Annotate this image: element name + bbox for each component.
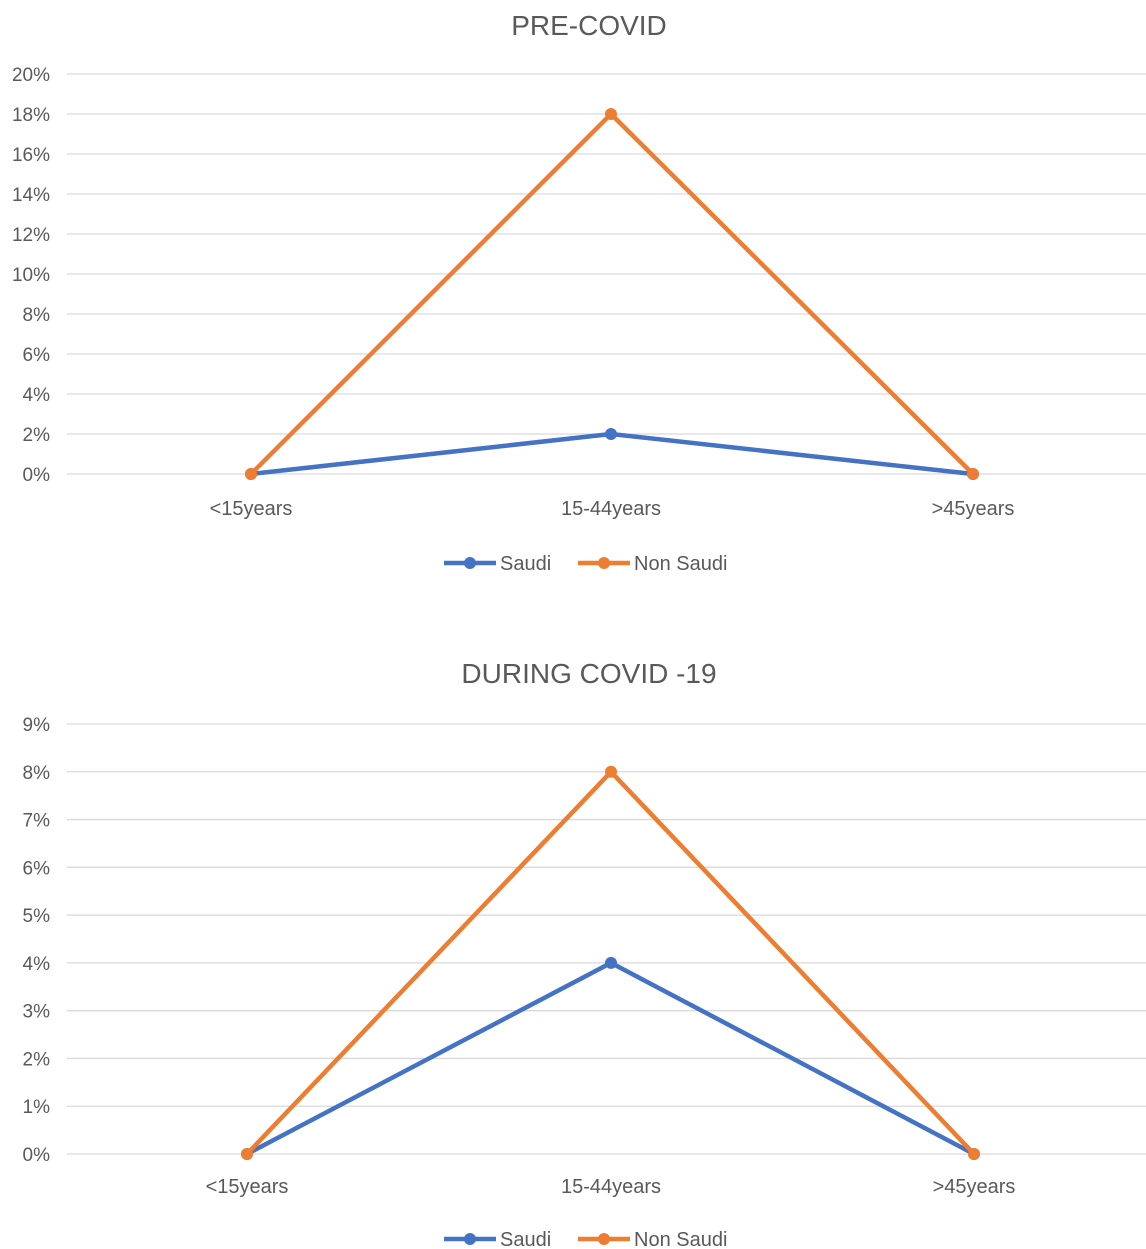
legend: Saudi Non Saudi (444, 553, 727, 575)
y-tick-label: 4% (23, 954, 51, 975)
x-tick-label: <15years (206, 1176, 289, 1198)
chart-during-covid: DURING COVID -19 0% 1% 2% 3% 4% 5% 6% 7% 8% 9% <1… (23, 658, 1146, 1249)
y-tick-label: 4% (23, 385, 51, 406)
y-tick-label: 16% (12, 145, 50, 166)
y-tick-label: 2% (23, 1049, 51, 1070)
series-lines (241, 765, 980, 1160)
chart-title: DURING COVID -19 (461, 658, 716, 689)
y-tick-label: 0% (23, 1145, 51, 1166)
legend-marker-non-saudi (598, 557, 610, 569)
data-point-non-saudi (241, 1148, 253, 1160)
x-tick-label: >45years (932, 498, 1015, 520)
legend-label-saudi: Saudi (500, 1229, 551, 1249)
y-tick-label: 14% (12, 185, 50, 206)
y-tick-label: 6% (23, 345, 51, 366)
gridlines (67, 73, 1146, 475)
legend: Saudi Non Saudi (444, 1229, 727, 1249)
x-tick-label: 15-44years (561, 1176, 661, 1198)
y-tick-label: 7% (23, 811, 51, 832)
legend-marker-non-saudi (598, 1233, 610, 1245)
gridlines (67, 723, 1146, 1155)
data-point-non-saudi (245, 468, 257, 480)
y-tick-label: 18% (12, 105, 50, 126)
x-tick-label: 15-44years (561, 498, 661, 520)
y-tick-label: 5% (23, 906, 51, 927)
y-tick-label: 8% (23, 763, 51, 784)
chart-pre-covid: PRE-COVID 0% 2% 4% 6% 8% 10% 12% 14% 16% 18% 20% <… (12, 10, 1146, 575)
data-point-non-saudi (605, 108, 617, 120)
series-lines (245, 108, 979, 480)
y-tick-label: 1% (23, 1097, 51, 1118)
legend-label-saudi: Saudi (500, 553, 551, 575)
y-tick-label: 10% (12, 265, 50, 286)
series-line-non-saudi (248, 111, 976, 477)
y-tick-label: 12% (12, 225, 50, 246)
x-tick-label: >45years (933, 1176, 1016, 1198)
series-line-saudi (248, 431, 976, 477)
x-tick-label: <15years (210, 498, 293, 520)
data-point-non-saudi (968, 1148, 980, 1160)
y-tick-label: 6% (23, 858, 51, 879)
y-tick-label: 2% (23, 425, 51, 446)
legend-label-non-saudi: Non Saudi (634, 553, 727, 575)
y-tick-label: 20% (12, 65, 50, 86)
y-tick-label: 9% (23, 715, 51, 736)
y-tick-label: 3% (23, 1002, 51, 1023)
data-point-saudi (605, 428, 617, 440)
data-point-non-saudi (605, 765, 617, 778)
chart-title: PRE-COVID (511, 10, 667, 41)
y-axis-ticks: 0% 1% 2% 3% 4% 5% 6% 7% 8% 9% (23, 715, 51, 1166)
data-point-non-saudi (967, 468, 979, 480)
y-tick-label: 8% (23, 305, 51, 326)
legend-marker-saudi (464, 557, 476, 569)
legend-label-non-saudi: Non Saudi (634, 1229, 727, 1249)
y-axis-ticks: 0% 2% 4% 6% 8% 10% 12% 14% 16% 18% 20% (12, 65, 50, 486)
x-axis-categories: <15years 15-44years >45years (206, 1176, 1016, 1198)
y-tick-label: 0% (23, 465, 51, 486)
x-axis-categories: <15years 15-44years >45years (210, 498, 1015, 520)
legend-marker-saudi (464, 1233, 476, 1245)
data-point-saudi (605, 956, 617, 969)
